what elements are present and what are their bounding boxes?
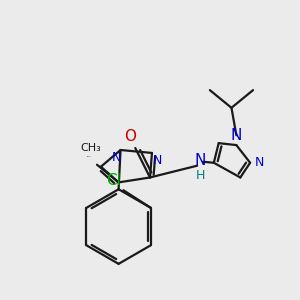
Text: N: N	[231, 128, 242, 143]
Text: H: H	[195, 169, 205, 182]
Text: N: N	[153, 154, 163, 167]
Text: Cl: Cl	[106, 173, 121, 188]
Text: methyl: methyl	[87, 156, 92, 157]
Text: O: O	[124, 129, 136, 144]
Text: N: N	[112, 152, 121, 164]
Text: N: N	[194, 153, 206, 168]
Text: N: N	[255, 156, 265, 169]
Text: CH₃: CH₃	[81, 143, 101, 153]
